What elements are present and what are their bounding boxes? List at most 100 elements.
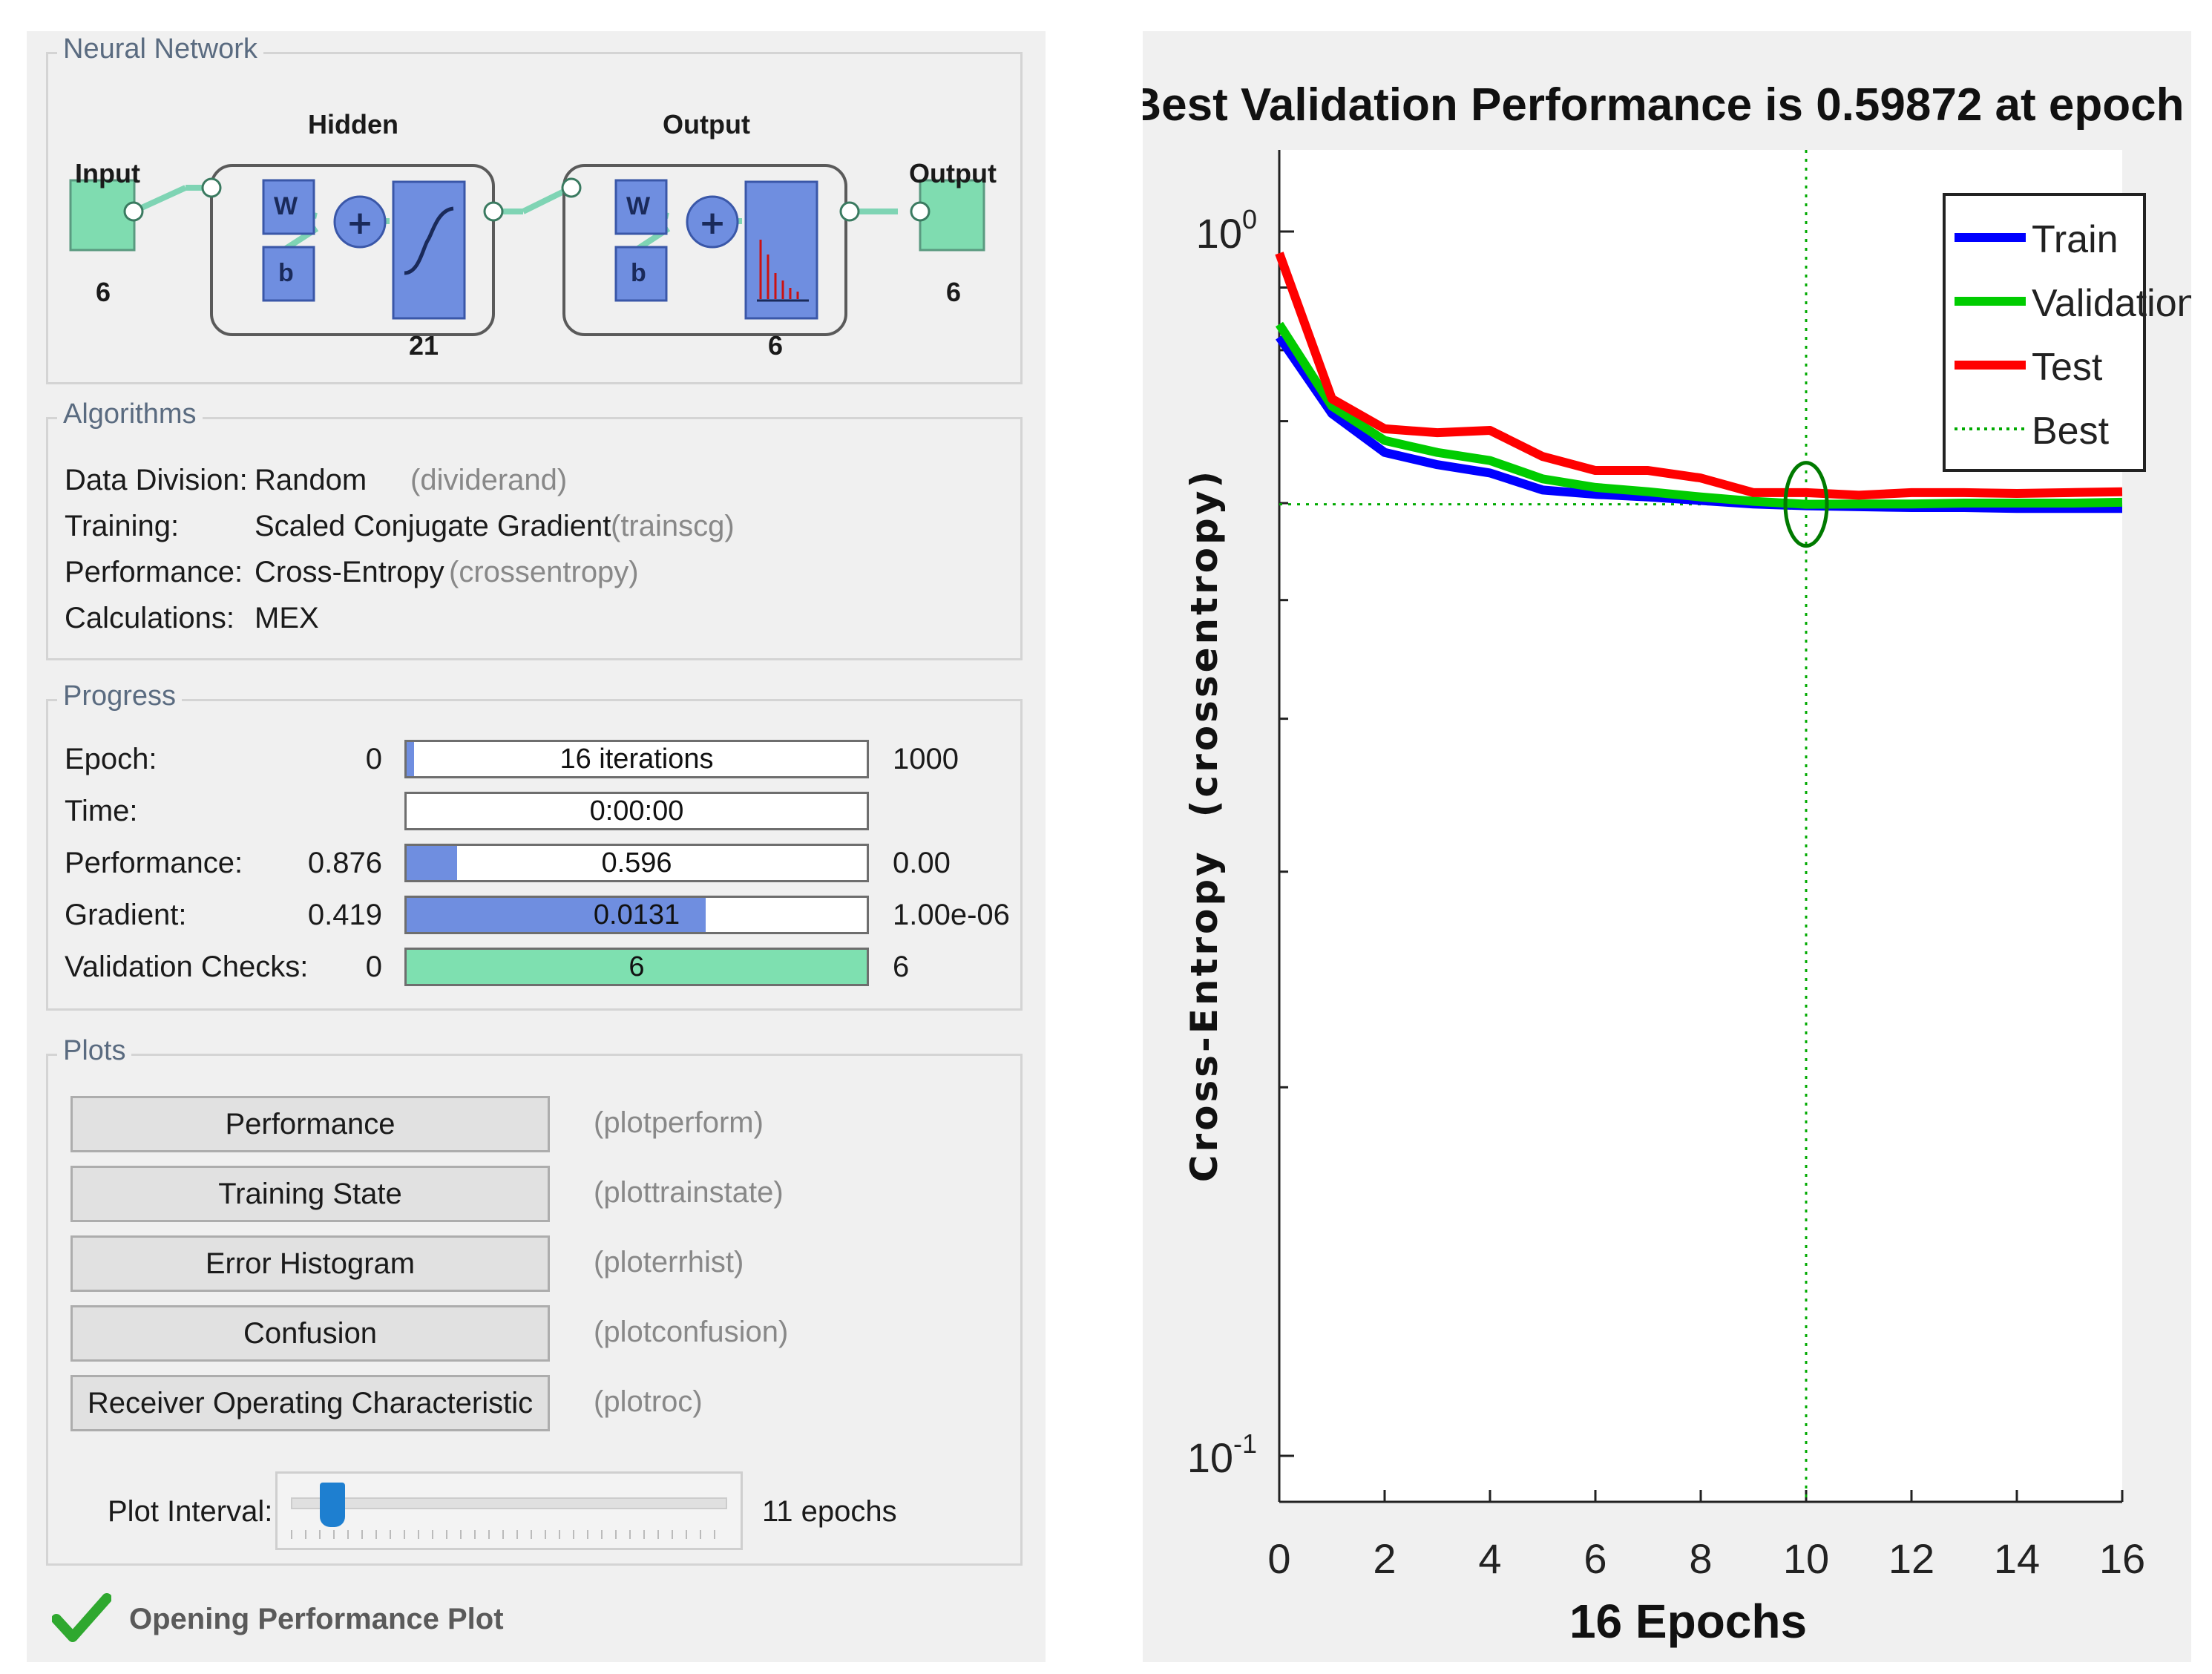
hidden-size: 21: [409, 330, 439, 361]
y-axis-label: Cross-Entropy (crossentropy): [1183, 468, 1226, 1183]
x-tick-label: 0: [1267, 1535, 1290, 1582]
error-histogram-plot-button[interactable]: Error Histogram: [70, 1235, 550, 1292]
network-diagram: + +: [69, 164, 985, 336]
confusion-plot-button[interactable]: Confusion: [70, 1305, 550, 1362]
roc-plot-button[interactable]: Receiver Operating Characteristic: [70, 1375, 550, 1431]
plot-interval-value: 11 epochs: [762, 1495, 897, 1528]
progress-label: Epoch:: [65, 743, 157, 775]
plot-interval-slider[interactable]: [275, 1471, 743, 1550]
input-size: 6: [96, 277, 111, 307]
algorithm-function: (dividerand): [410, 464, 568, 496]
progress-bar-fill: [407, 846, 458, 880]
progress-start-value: 0.876: [307, 847, 382, 879]
neural-network-title: Neural Network: [57, 33, 263, 65]
algorithm-label: Calculations:: [65, 602, 235, 634]
performance-plot-button[interactable]: Performance: [70, 1096, 550, 1152]
legend-label: Validation: [2032, 282, 2191, 325]
progress-start-value: 0: [365, 951, 382, 983]
algorithm-value: Cross-Entropy: [255, 556, 444, 588]
algorithm-label: Performance:: [65, 556, 243, 588]
output-sum-node: [686, 195, 739, 249]
legend-label: Train: [2032, 218, 2119, 261]
progress-label: Validation Checks:: [65, 951, 309, 983]
neural-network-group: Neural Network: [46, 33, 1023, 384]
output-block: [919, 179, 985, 252]
progress-bar-text: 6: [629, 951, 645, 982]
best-point-marker: [1783, 461, 1829, 548]
hidden-weight-label: W: [274, 192, 298, 220]
svg-text:+: +: [699, 204, 726, 242]
progress-label: Performance:: [65, 847, 243, 879]
x-tick-label: 10: [1783, 1535, 1829, 1582]
slider-ticks: [291, 1530, 727, 1539]
plot-function: (ploterrhist): [594, 1246, 744, 1279]
output-size: 6: [946, 277, 962, 307]
progress-bar-fill: [407, 950, 867, 984]
x-tick-label: 16: [2099, 1535, 2145, 1582]
tansig-icon: [404, 206, 454, 275]
performance-plot-panel: Best Validation Performance is 0.59872 a…: [1128, 31, 2212, 1662]
training-window-panel: Neural Network: [27, 31, 1046, 1662]
y-tick-label: 10-1: [1187, 1428, 1257, 1481]
legend-label: Test: [2032, 346, 2103, 389]
checkmark-icon: [52, 1593, 111, 1642]
output-layer-size: 6: [768, 330, 784, 361]
hidden-bias-block: [262, 246, 315, 302]
progress-bar-text: 16 iterations: [559, 744, 714, 775]
hidden-layer-frame: [210, 164, 495, 336]
progress-bar: 16 iterations: [404, 740, 869, 778]
hidden-weight-block: [262, 179, 315, 235]
algorithms-group: Algorithms Data Division: Random (divide…: [46, 398, 1023, 660]
progress-bar-fill: [407, 898, 706, 932]
progress-bar-fill: [407, 742, 414, 776]
training-state-plot-button[interactable]: Training State: [70, 1166, 550, 1222]
progress-bar: 0.596: [404, 844, 869, 882]
algorithm-function: (crossentropy): [449, 556, 639, 588]
x-tick-label: 4: [1478, 1535, 1501, 1582]
output-weight-block: [614, 179, 668, 235]
performance-chart: Best Validation Performance is 0.59872 a…: [1128, 79, 2212, 1648]
progress-end-value: 0.00: [893, 847, 951, 879]
x-tick-label: 8: [1689, 1535, 1712, 1582]
svg-text:+: +: [347, 204, 374, 242]
hidden-sum-node: [333, 195, 387, 249]
plot-function: (plotperform): [594, 1106, 764, 1139]
plot-function: (plotroc): [594, 1385, 703, 1418]
progress-label: Time:: [65, 795, 138, 827]
output-layer-label: Output: [663, 109, 750, 140]
progress-title: Progress: [57, 680, 183, 712]
hidden-bias-label: b: [278, 259, 294, 287]
output-layer-frame: [562, 164, 847, 336]
progress-bar-text: 0.596: [601, 847, 672, 879]
progress-bar-text: 0:00:00: [589, 795, 684, 827]
legend-label: Best: [2032, 410, 2110, 453]
progress-group: Progress Epoch: 0 16 iterations 1000 Tim…: [46, 680, 1023, 1011]
progress-bar: 6: [404, 948, 869, 986]
algorithm-value: MEX: [255, 602, 319, 634]
x-tick-label: 12: [1888, 1535, 1934, 1582]
y-tick-label: 100: [1196, 204, 1257, 257]
plots-group: Plots Performance (plotperform) Training…: [46, 1035, 1023, 1566]
algorithm-value: Scaled Conjugate Gradient: [255, 510, 611, 542]
slider-thumb[interactable]: [320, 1483, 346, 1527]
x-tick-label: 6: [1583, 1535, 1607, 1582]
plot-function: (plottrainstate): [594, 1176, 784, 1209]
plot-interval-label: Plot Interval:: [108, 1495, 273, 1528]
series-line-validation: [1275, 321, 2123, 509]
algorithm-label: Training:: [65, 510, 180, 542]
progress-start-value: 0: [365, 743, 382, 775]
slider-track: [291, 1497, 727, 1509]
series-line-test: [1275, 252, 2123, 500]
progress-bar: 0:00:00: [404, 792, 869, 830]
output-label: Output: [909, 158, 997, 188]
algorithm-value: Random: [255, 464, 367, 496]
hidden-label: Hidden: [308, 109, 398, 140]
input-block: [69, 179, 136, 252]
hidden-transfer-block: [392, 180, 466, 320]
input-label: Input: [75, 158, 140, 188]
progress-end-value: 6: [893, 951, 910, 983]
progress-start-value: 0.419: [307, 899, 382, 931]
softmax-icon: [757, 240, 809, 302]
plots-title: Plots: [57, 1035, 132, 1067]
progress-end-value: 1.00e-06: [893, 899, 1010, 931]
